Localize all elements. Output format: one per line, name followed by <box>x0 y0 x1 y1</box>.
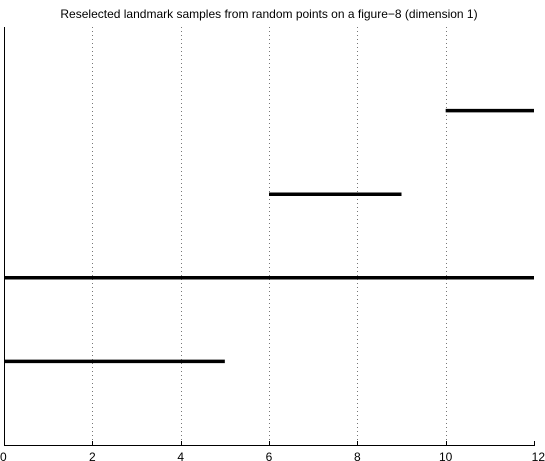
x-tick-label-1: 2 <box>89 450 96 461</box>
x-tick-label-5: 10 <box>439 450 453 461</box>
x-tick-label-2: 4 <box>177 450 184 461</box>
interval-bars <box>4 108 534 364</box>
axes <box>4 27 535 446</box>
x-tick-labels: 0 2 4 6 8 10 12 <box>0 450 545 461</box>
x-tick-label-4: 8 <box>354 450 361 461</box>
x-tick-label-0: 0 <box>0 450 7 461</box>
grid-lines <box>92 27 447 445</box>
x-tick-label-3: 6 <box>266 450 273 461</box>
chart-title: Reselected landmark samples from random … <box>60 7 477 21</box>
x-tick-label-6: 12 <box>532 450 545 461</box>
